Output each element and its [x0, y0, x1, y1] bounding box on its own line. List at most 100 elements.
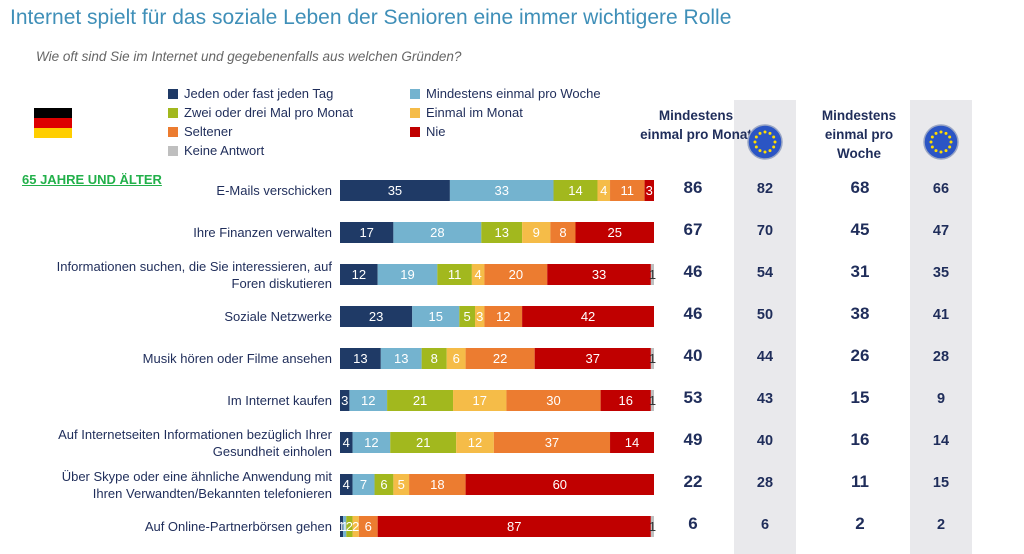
summary-value-month-de: 49	[683, 430, 703, 449]
legend-item-rarely: Seltener	[168, 124, 232, 139]
summary-value-month-eu: 54	[756, 265, 774, 281]
bar-segment-noanswer	[650, 264, 654, 285]
eu-star	[934, 149, 938, 153]
data-label: 13	[494, 225, 508, 240]
row-label: Ihre Finanzen verwalten	[193, 224, 332, 241]
eu-star	[772, 145, 776, 149]
bar-segment-never	[534, 348, 651, 369]
legend-label: Zwei oder drei Mal pro Monat	[184, 105, 354, 120]
legend-item-twothree: Zwei oder drei Mal pro Monat	[168, 105, 353, 120]
row-label: Musik hören oder Filme ansehen	[143, 350, 332, 367]
bar-segment-monthly	[597, 180, 611, 201]
data-label: 17	[359, 225, 373, 240]
page-title: Internet spielt für das soziale Leben de…	[10, 6, 732, 29]
bar-segment-daily	[340, 306, 413, 327]
legend-swatch-twothree	[168, 107, 178, 118]
summary-value-month-de: 53	[683, 388, 703, 407]
eu-star	[758, 149, 762, 153]
summary-value-week-de: 2	[855, 514, 865, 533]
row-label: Über Skype oder eine ähnliche Anwendung …	[62, 468, 332, 502]
eu-star	[768, 149, 772, 153]
bar-segment-weekly	[349, 390, 388, 411]
summary-value-month-eu: 70	[756, 223, 774, 239]
bar-segment-weekly	[352, 474, 375, 495]
data-label: 6	[365, 519, 372, 534]
bar-segment-weekly	[343, 516, 347, 537]
legend-item-never: Nie	[410, 124, 446, 139]
summary-value-month-eu: 50	[756, 307, 774, 323]
data-label: 3	[646, 183, 653, 198]
data-label: 60	[553, 477, 567, 492]
bar-segment-weekly	[377, 264, 438, 285]
summary-value-month-de: 40	[683, 346, 703, 365]
summary-value-month-eu: 82	[756, 181, 774, 197]
legend-label: Jeden oder fast jeden Tag	[184, 86, 334, 101]
bar-segment-twothree	[481, 222, 523, 243]
data-label: 1	[649, 519, 656, 534]
data-label: 4	[343, 477, 350, 492]
row-label-line: Auf Online-Partnerbörsen gehen	[144, 519, 332, 534]
data-label: 14	[568, 183, 582, 198]
bar-segment-never	[377, 516, 651, 537]
eu-star	[773, 140, 777, 144]
data-label: 1	[341, 519, 348, 534]
bar-segment-monthly	[453, 390, 507, 411]
eu-star	[753, 140, 757, 144]
bar-segment-rarely	[484, 264, 548, 285]
data-label: 28	[430, 225, 444, 240]
data-label: 22	[493, 351, 507, 366]
data-label: 33	[494, 183, 508, 198]
bar-segment-noanswer	[650, 516, 654, 537]
bar-segment-noanswer	[650, 390, 654, 411]
data-label: 13	[353, 351, 367, 366]
legend-swatch-noanswer	[168, 145, 178, 156]
legend-label: Nie	[426, 124, 446, 139]
summary-value-month-eu: 44	[756, 349, 774, 365]
data-label: 1	[649, 267, 656, 282]
data-label: 25	[608, 225, 622, 240]
bar-segment-daily	[340, 432, 353, 453]
legend-swatch-daily	[168, 88, 178, 99]
eu-star	[758, 131, 762, 135]
row-label: Informationen suchen, die Sie interessie…	[57, 258, 332, 292]
bar-segment-rarely	[484, 306, 523, 327]
legend-swatch-rarely	[168, 126, 178, 137]
summary-value-week-de: 31	[850, 262, 870, 281]
bar-segment-twothree	[437, 264, 472, 285]
row-label: Soziale Netzwerke	[224, 308, 332, 325]
data-label: 13	[394, 351, 408, 366]
bar-segment-never	[465, 474, 654, 495]
summary-value-month-de: 46	[683, 304, 703, 323]
summary-value-week-de: 26	[850, 346, 870, 365]
legend-item-monthly: Einmal im Monat	[410, 105, 523, 120]
bar-segment-twothree	[390, 432, 457, 453]
summary-value-week-de: 16	[850, 430, 870, 449]
data-label: 1	[338, 519, 345, 534]
legend-label: Keine Antwort	[184, 143, 265, 158]
data-label: 12	[364, 435, 378, 450]
summary-value-month-eu: 43	[756, 391, 774, 407]
bar-segment-twothree	[374, 474, 394, 495]
data-label: 18	[430, 477, 444, 492]
bar-segment-monthly	[352, 516, 359, 537]
bar-segment-daily	[340, 516, 344, 537]
data-label: 8	[559, 225, 566, 240]
germany-flag-icon	[34, 108, 72, 138]
row-label: Auf Online-Partnerbörsen gehen	[145, 518, 332, 535]
row-label-line: Musik hören oder Filme ansehen	[142, 351, 332, 366]
bar-segment-daily	[340, 264, 378, 285]
data-label: 9	[533, 225, 540, 240]
bar-segment-monthly	[393, 474, 410, 495]
row-label-line: Auf Internetseiten Informationen bezügli…	[58, 426, 332, 442]
bar-segment-weekly	[393, 222, 482, 243]
data-label: 3	[476, 309, 483, 324]
eu-star	[944, 149, 948, 153]
page-subtitle: Wie oft sind Sie im Internet und gegeben…	[36, 49, 462, 64]
data-label: 2	[352, 519, 359, 534]
bar-segment-twothree	[387, 390, 454, 411]
data-label: 1	[649, 351, 656, 366]
bar-segment-daily	[340, 390, 350, 411]
bar-segment-monthly	[446, 348, 466, 369]
summary-value-month-de: 22	[683, 472, 703, 491]
bar-segment-never	[600, 390, 651, 411]
